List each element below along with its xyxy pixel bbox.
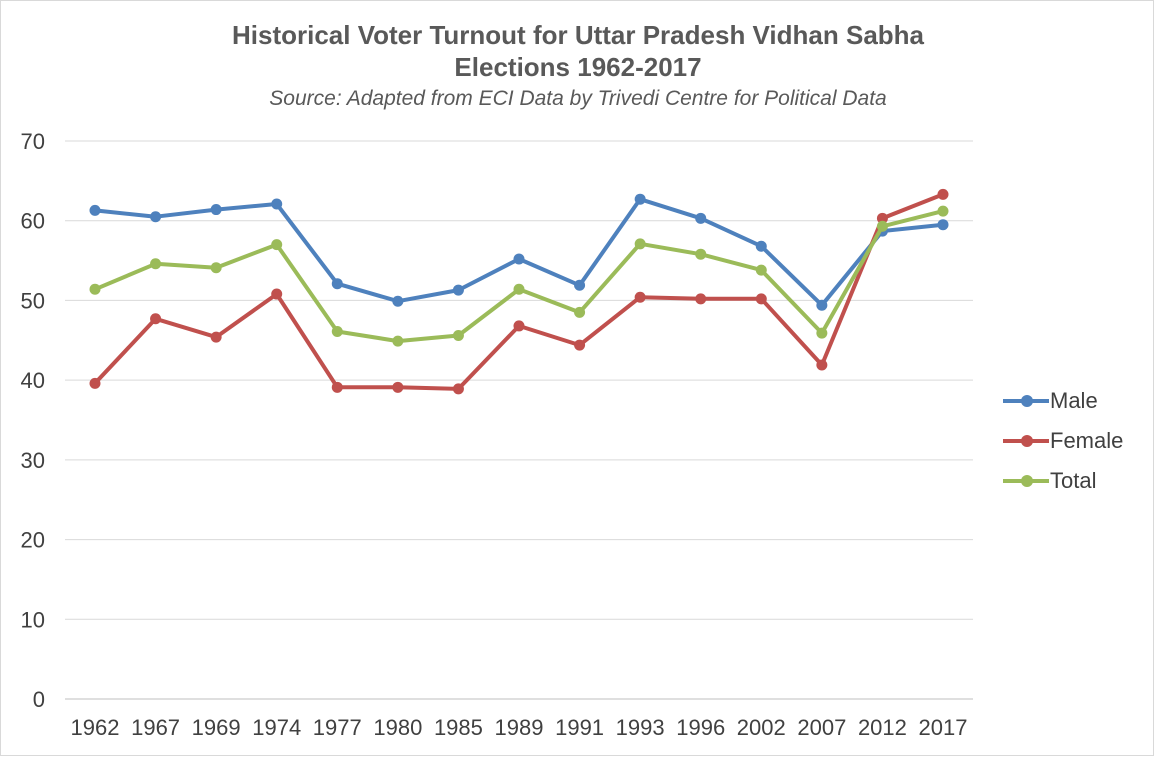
chart-title-line-2: Elections 1962-2017 [454, 52, 702, 82]
point-total-2007 [816, 327, 828, 339]
point-male-1989 [513, 253, 525, 265]
chart-subtitle: Source: Adapted from ECI Data by Trivedi… [1, 87, 1154, 111]
legend-item-female: Female [1003, 421, 1153, 461]
point-total-1993 [634, 238, 646, 250]
point-male-1967 [150, 211, 162, 223]
point-male-1962 [89, 204, 101, 216]
x-axis-tick-labels: 1962 1967 1969 1974 1977 1980 1985 1989 1991 1993… [71, 715, 968, 740]
x-tick-label-2002: 2002 [737, 715, 786, 740]
point-total-2012 [876, 220, 888, 232]
point-female-1969 [210, 331, 222, 343]
point-male-1977 [331, 278, 343, 290]
point-female-1991 [574, 339, 586, 351]
point-male-1991 [574, 279, 586, 291]
y-tick-label: 0 [33, 687, 45, 712]
x-tick-label-2012: 2012 [858, 715, 907, 740]
legend-swatch-male [1003, 395, 1049, 407]
point-female-1989 [513, 320, 525, 332]
point-total-1996 [695, 248, 707, 260]
y-tick-label: 50 [21, 288, 45, 313]
gridlines [65, 140, 973, 700]
x-tick-label-1989: 1989 [495, 715, 544, 740]
point-female-1980 [392, 381, 404, 393]
point-female-1985 [452, 383, 464, 395]
point-female-2012 [876, 212, 888, 224]
chart-title: Historical Voter Turnout for Uttar Prade… [1, 19, 1154, 83]
point-male-2017 [937, 219, 949, 231]
point-total-2002 [755, 264, 767, 276]
point-male-1996 [695, 212, 707, 224]
point-female-1962 [89, 377, 101, 389]
point-total-1989 [513, 283, 525, 295]
point-male-1993 [634, 193, 646, 205]
series-female [89, 188, 949, 395]
x-tick-label-1967: 1967 [131, 715, 180, 740]
x-tick-label-1996: 1996 [676, 715, 725, 740]
x-tick-label-1980: 1980 [373, 715, 422, 740]
x-tick-label-1962: 1962 [71, 715, 120, 740]
series-lines [89, 188, 949, 395]
y-tick-label: 10 [21, 607, 45, 632]
y-tick-label: 60 [21, 209, 45, 234]
y-tick-label: 20 [21, 528, 45, 553]
point-female-2017 [937, 188, 949, 200]
legend-label-total: Total [1050, 468, 1097, 493]
x-tick-label-1969: 1969 [192, 715, 241, 740]
x-tick-label-2017: 2017 [919, 715, 968, 740]
y-tick-label: 70 [21, 129, 45, 154]
point-male-1974 [271, 198, 283, 210]
x-tick-label-1993: 1993 [616, 715, 665, 740]
point-total-1980 [392, 335, 404, 347]
point-total-1962 [89, 283, 101, 295]
x-tick-label-1991: 1991 [555, 715, 604, 740]
chart-subtitle-text: Source: Adapted from ECI Data by Trivedi… [269, 87, 887, 110]
point-male-1980 [392, 295, 404, 307]
y-tick-label: 30 [21, 448, 45, 473]
x-tick-label-1974: 1974 [252, 715, 301, 740]
legend-label-female: Female [1050, 428, 1124, 453]
point-total-1991 [574, 306, 586, 318]
point-total-1967 [150, 258, 162, 270]
y-tick-label: 40 [21, 368, 45, 393]
point-total-1974 [271, 239, 283, 251]
point-female-1967 [150, 313, 162, 325]
point-female-1977 [331, 381, 343, 393]
legend: Male Female Total [1003, 381, 1153, 501]
legend-item-total: Total [1003, 461, 1153, 501]
point-male-1969 [210, 204, 222, 216]
point-female-1974 [271, 288, 283, 300]
y-axis-tick-labels: 0 10 20 30 40 50 60 70 [21, 129, 45, 712]
chart-title-line-1: Historical Voter Turnout for Uttar Prade… [232, 20, 924, 50]
legend-item-male: Male [1003, 381, 1153, 421]
legend-swatch-female [1003, 435, 1049, 447]
point-total-1977 [331, 326, 343, 338]
point-male-2007 [816, 299, 828, 311]
point-total-2017 [937, 205, 949, 217]
x-tick-label-1985: 1985 [434, 715, 483, 740]
point-male-2002 [755, 240, 767, 252]
point-female-2007 [816, 359, 828, 371]
legend-swatch-total [1003, 475, 1049, 487]
x-tick-label-1977: 1977 [313, 715, 362, 740]
point-female-1993 [634, 291, 646, 303]
point-total-1985 [452, 330, 464, 342]
point-female-2002 [755, 293, 767, 305]
point-total-1969 [210, 262, 222, 274]
point-male-1985 [452, 284, 464, 296]
series-total [89, 205, 949, 347]
legend-label-male: Male [1050, 388, 1098, 413]
x-tick-label-2007: 2007 [797, 715, 846, 740]
point-female-1996 [695, 293, 707, 305]
